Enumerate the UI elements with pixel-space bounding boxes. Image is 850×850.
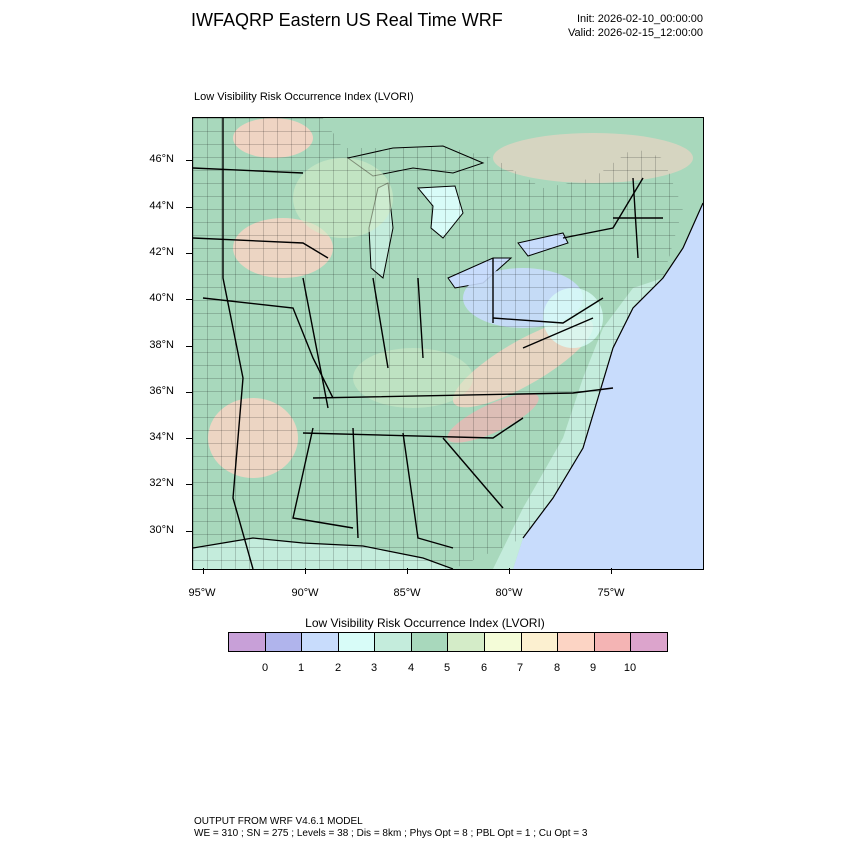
- lon-tick: [611, 568, 612, 574]
- lat-label: 38°N: [149, 339, 174, 351]
- state-boundaries: [193, 118, 663, 569]
- lon-tick: [305, 568, 306, 574]
- lon-label: 80°W: [495, 587, 523, 599]
- lat-label: 36°N: [149, 385, 174, 397]
- lat-label: 44°N: [149, 200, 174, 212]
- lat-tick: [186, 207, 192, 208]
- map-panel: [192, 117, 704, 570]
- colorbar-swatch: [411, 633, 449, 651]
- colorbar-swatch: [521, 633, 559, 651]
- lon-label: 95°W: [188, 587, 216, 599]
- colorbar-swatch: [302, 633, 339, 651]
- valid-time: Valid: 2026-02-15_12:00:00: [568, 27, 703, 39]
- model-config: WE = 310 ; SN = 275 ; Levels = 38 ; Dis …: [194, 828, 588, 839]
- colorbar-label: 10: [623, 662, 637, 674]
- lat-tick: [186, 346, 192, 347]
- init-time: Init: 2026-02-10_00:00:00: [577, 13, 703, 25]
- lon-tick: [407, 568, 408, 574]
- colorbar-label: 9: [589, 662, 597, 674]
- colorbar-swatch: [558, 633, 595, 651]
- lat-tick: [186, 253, 192, 254]
- page-title: IWFAQRP Eastern US Real Time WRF: [191, 10, 503, 30]
- lat-label: 42°N: [149, 246, 174, 258]
- ocean: [513, 203, 703, 569]
- lat-label: 30°N: [149, 524, 174, 536]
- colorbar-label: 2: [334, 662, 342, 674]
- colorbar-swatch: [265, 633, 303, 651]
- lat-tick: [186, 160, 192, 161]
- lon-label: 75°W: [597, 587, 625, 599]
- lat-label: 32°N: [149, 477, 174, 489]
- lat-tick: [186, 392, 192, 393]
- lat-tick: [186, 299, 192, 300]
- colorbar-swatch: [338, 633, 376, 651]
- colorbar-title: Low Visibility Risk Occurrence Index (LV…: [305, 616, 545, 630]
- lat-label: 34°N: [149, 431, 174, 443]
- lon-tick: [203, 568, 204, 574]
- lon-tick: [509, 568, 510, 574]
- model-info: OUTPUT FROM WRF V4.6.1 MODEL: [194, 816, 363, 827]
- colorbar-swatch: [631, 633, 667, 651]
- colorbar-label: 5: [443, 662, 451, 674]
- lat-tick: [186, 438, 192, 439]
- lat-tick: [186, 484, 192, 485]
- lat-tick: [186, 531, 192, 532]
- colorbar-swatch: [229, 633, 266, 651]
- colorbar-swatch: [485, 633, 522, 651]
- colorbar-swatch: [594, 633, 632, 651]
- colorbar-label: 1: [297, 662, 305, 674]
- lat-label: 40°N: [149, 292, 174, 304]
- colorbar-label: 8: [553, 662, 561, 674]
- colorbar-label: 3: [370, 662, 378, 674]
- coastline: [193, 202, 703, 569]
- county-boundaries: [193, 118, 683, 569]
- lon-label: 90°W: [291, 587, 319, 599]
- colorbar-label: 0: [261, 662, 269, 674]
- colorbar-label: 7: [516, 662, 524, 674]
- lvori-map: [193, 118, 703, 569]
- lat-label: 46°N: [149, 153, 174, 165]
- colorbar-swatch: [448, 633, 486, 651]
- colorbar: [228, 632, 668, 652]
- lon-label: 85°W: [393, 587, 421, 599]
- colorbar-swatch: [375, 633, 412, 651]
- colorbar-label: 4: [407, 662, 415, 674]
- map-title: Low Visibility Risk Occurrence Index (LV…: [194, 91, 414, 103]
- colorbar-label: 6: [480, 662, 488, 674]
